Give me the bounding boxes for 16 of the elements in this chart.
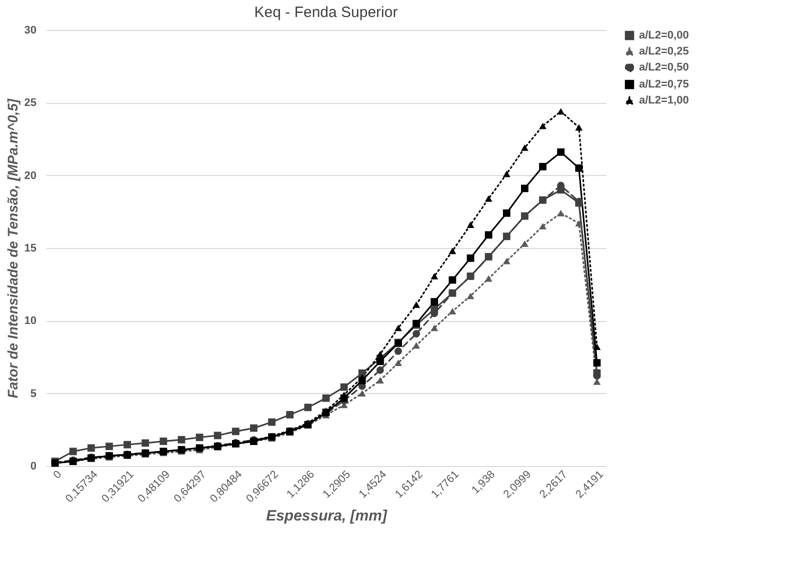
y-tick-label: 5 bbox=[30, 388, 36, 400]
legend-label: a/L2=0,75 bbox=[639, 78, 689, 90]
legend-label: a/L2=0,00 bbox=[639, 30, 689, 42]
legend-label: a/L2=0,25 bbox=[639, 46, 689, 58]
y-tick-label: 20 bbox=[24, 170, 36, 182]
x-axis-title: Espessura, [mm] bbox=[266, 507, 388, 524]
y-tick-label: 15 bbox=[24, 242, 36, 254]
legend-label: a/L2=1,00 bbox=[639, 94, 689, 106]
x-tick-label: 0 bbox=[51, 468, 64, 482]
legend-label: a/L2=0,50 bbox=[639, 62, 689, 74]
chart-title: Keq - Fenda Superior bbox=[254, 4, 398, 21]
y-tick-label: 25 bbox=[24, 97, 36, 110]
y-tick-label: 0 bbox=[30, 460, 36, 472]
y-tick-label: 10 bbox=[24, 315, 36, 328]
y-tick-label: 30 bbox=[24, 24, 36, 36]
y-axis-title: Fator de Intensidade de Tensão, [MPa.m^0,5] bbox=[4, 97, 20, 398]
